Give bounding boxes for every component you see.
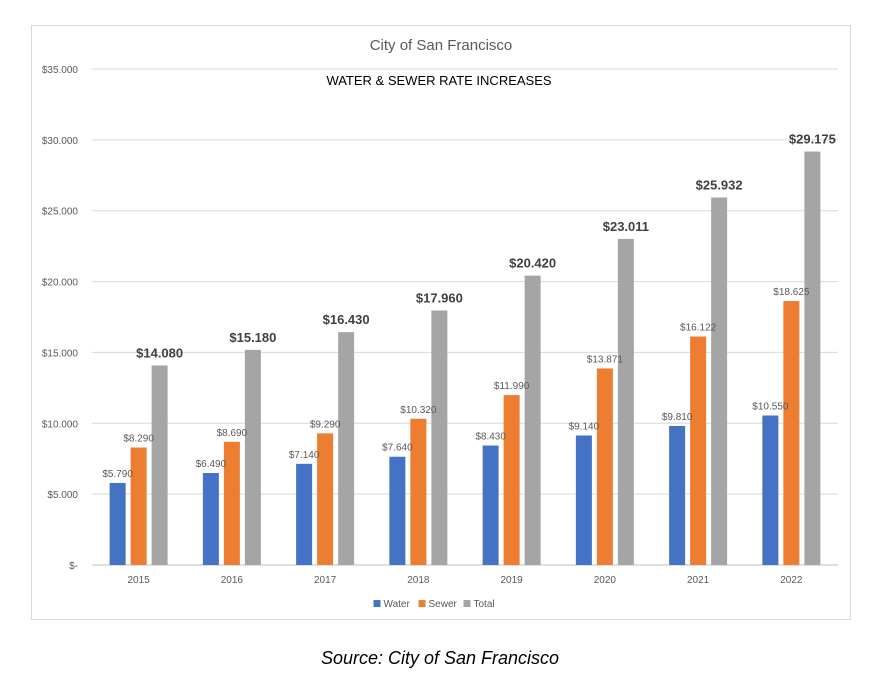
y-tick-label: $30.000	[42, 136, 79, 147]
bar-sewer	[130, 447, 147, 565]
data-label-water: $5.790	[102, 469, 133, 480]
data-label-total: $15.180	[229, 330, 276, 345]
x-tick-label: 2021	[687, 575, 710, 586]
data-label-total: $17.960	[416, 290, 463, 305]
data-label-water: $8.430	[475, 432, 506, 443]
bar-total	[151, 365, 168, 565]
data-label-sewer: $8.290	[123, 434, 154, 445]
legend-label-water: Water	[384, 599, 411, 610]
data-label-total: $23.011	[603, 219, 649, 234]
x-tick-label: 2017	[314, 575, 337, 586]
y-tick-label: $35.000	[42, 65, 79, 76]
x-tick-label: 2018	[407, 575, 430, 586]
legend-swatch-sewer	[418, 600, 426, 607]
data-label-water: $7.640	[382, 443, 413, 454]
y-tick-label: $25.000	[42, 207, 79, 218]
bar-water	[575, 435, 592, 565]
data-label-sewer: $18.625	[773, 287, 810, 298]
bar-sewer	[223, 441, 240, 565]
y-tick-label: $-	[69, 561, 78, 572]
data-label-total: $29.175	[789, 132, 836, 147]
bar-water	[389, 456, 406, 565]
y-tick-label: $5.000	[47, 490, 78, 501]
x-tick-label: 2019	[501, 575, 524, 586]
bar-water	[296, 463, 313, 565]
legend-label-total: Total	[474, 599, 495, 610]
data-label-sewer: $8.690	[217, 428, 248, 439]
bar-water	[109, 482, 126, 565]
x-tick-label: 2016	[221, 575, 244, 586]
bar-total	[431, 310, 448, 565]
data-label-water: $9.140	[569, 421, 600, 432]
legend: Water Sewer Total	[373, 599, 495, 610]
data-label-sewer: $9.290	[310, 419, 341, 430]
bar-total	[338, 332, 355, 565]
legend-swatch-total	[463, 600, 471, 607]
source-note: Source: City of San Francisco	[320, 648, 560, 668]
data-label-water: $9.810	[662, 412, 693, 423]
bars	[109, 151, 821, 566]
data-label-water: $6.490	[196, 459, 227, 470]
bar-total	[711, 197, 728, 565]
bar-water	[762, 415, 779, 565]
data-label-total: $20.420	[509, 256, 556, 271]
data-labels: $5.790 $8.290 $14.080 $6.490 $8.690 $15.180 $7…	[102, 132, 836, 480]
bar-water	[482, 445, 499, 565]
x-tick-label: 2020	[594, 575, 617, 586]
data-label-total: $16.430	[323, 312, 370, 327]
bar-total	[524, 275, 541, 565]
data-label-sewer: $16.122	[680, 323, 717, 334]
data-label-water: $7.140	[289, 450, 320, 461]
bar-water	[669, 425, 686, 565]
bar-total	[804, 151, 821, 565]
data-label-sewer: $13.871	[587, 354, 624, 365]
bar-sewer	[317, 433, 334, 565]
legend-swatch-water	[373, 600, 381, 607]
bar-total	[617, 238, 634, 566]
data-label-total: $25.932	[696, 178, 743, 193]
data-label-total: $14.080	[136, 345, 183, 360]
bar-sewer	[596, 368, 613, 565]
bar-sewer	[783, 301, 800, 565]
data-label-water: $10.550	[752, 401, 789, 412]
y-tick-label: $15.000	[42, 348, 79, 359]
y-tick-label: $10.000	[42, 419, 79, 430]
chart-title: City of San Francisco	[370, 37, 513, 54]
y-axis-ticks: $- $5.000 $10.000 $15.000 $20.000 $25.000 $30.…	[42, 65, 79, 572]
bar-water	[202, 473, 219, 565]
data-label-sewer: $11.990	[494, 381, 530, 392]
bar-chart: City of San Francisco WATER & SEWER RATE…	[42, 37, 838, 610]
chart-subtitle: WATER & SEWER RATE INCREASES	[326, 73, 551, 88]
bar-total	[244, 349, 261, 565]
x-tick-label: 2015	[128, 575, 151, 586]
legend-label-sewer: Sewer	[429, 599, 458, 610]
y-tick-label: $20.000	[42, 278, 79, 289]
bar-sewer	[690, 336, 707, 565]
bar-sewer	[410, 418, 427, 565]
x-tick-label: 2022	[780, 575, 803, 586]
data-label-sewer: $10.320	[400, 405, 437, 416]
x-axis-ticks: 2015 2016 2017 2018 2019 2020 2021 2022	[128, 575, 803, 586]
bar-sewer	[503, 395, 520, 565]
